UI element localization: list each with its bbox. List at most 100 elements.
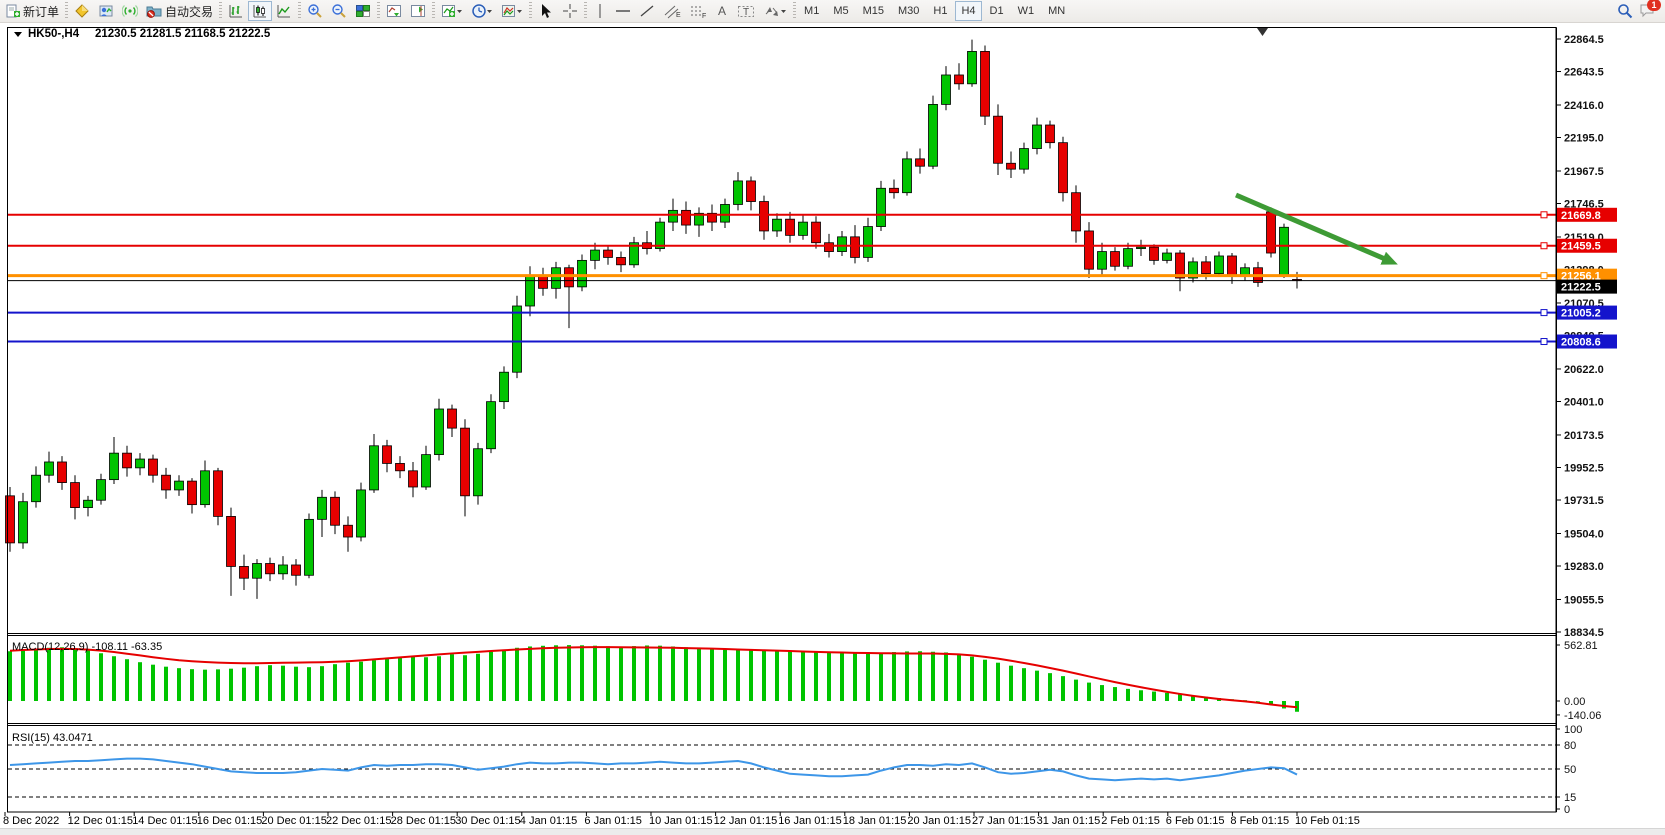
zoom-in-button[interactable] xyxy=(303,1,327,21)
svg-text:19952.5: 19952.5 xyxy=(1564,462,1604,474)
horizontal-line-icon xyxy=(616,10,631,12)
toolbar-handle xyxy=(584,2,588,20)
text-label-icon: T xyxy=(738,6,755,18)
line-chart-icon xyxy=(277,5,291,18)
fibonacci-button[interactable]: F xyxy=(685,1,711,21)
tile-windows-icon xyxy=(356,5,371,17)
search-icon[interactable] xyxy=(1617,3,1633,19)
svg-text:21222.5: 21222.5 xyxy=(1561,282,1601,294)
tile-windows-button[interactable] xyxy=(351,1,375,21)
hline-handle[interactable] xyxy=(1540,242,1548,250)
svg-text:12 Jan 01:15: 12 Jan 01:15 xyxy=(714,815,778,827)
crosshair-button[interactable] xyxy=(558,1,582,21)
svg-text:6 Jan 01:15: 6 Jan 01:15 xyxy=(584,815,642,827)
svg-text:20 Dec 01:15: 20 Dec 01:15 xyxy=(261,815,326,827)
timeframe-button-d1[interactable]: D1 xyxy=(989,5,1004,17)
templates-dropdown[interactable] xyxy=(497,1,527,21)
autotrading-button[interactable]: 自动交易 xyxy=(142,1,217,21)
trendline-icon xyxy=(640,5,654,17)
svg-text:22 Dec 01:15: 22 Dec 01:15 xyxy=(326,815,391,827)
signal-icon xyxy=(122,5,139,17)
timeframe-button-h1[interactable]: H1 xyxy=(933,5,948,17)
svg-text:15: 15 xyxy=(1564,792,1576,804)
text-label-button[interactable]: T xyxy=(733,1,759,21)
toolbar-handle xyxy=(793,2,797,20)
timeframe-button-w1[interactable]: W1 xyxy=(1017,5,1035,17)
chart-shift-button[interactable] xyxy=(406,1,430,21)
toolbar-handle xyxy=(377,2,381,20)
timeframe-button-m15[interactable]: M15 xyxy=(862,5,884,17)
new-chart-icon xyxy=(442,5,463,17)
svg-text:22864.5: 22864.5 xyxy=(1564,34,1604,46)
ohlc-values: 21230.5 21281.5 21168.5 21222.5 xyxy=(95,28,271,40)
svg-text:8 Dec 2022: 8 Dec 2022 xyxy=(3,815,59,827)
new-chart-dropdown[interactable] xyxy=(437,1,467,21)
zoom-out-button[interactable] xyxy=(327,1,351,21)
svg-text:28 Dec 01:15: 28 Dec 01:15 xyxy=(391,815,456,827)
svg-text:0.00: 0.00 xyxy=(1564,696,1585,708)
new-order-label: 新订单 xyxy=(23,4,60,19)
indicator-diamond-icon xyxy=(75,4,89,18)
svg-text:19055.5: 19055.5 xyxy=(1564,594,1604,606)
arrows-dropdown[interactable] xyxy=(759,1,791,21)
svg-text:22643.5: 22643.5 xyxy=(1564,67,1604,79)
chart-shift-marker[interactable] xyxy=(1257,28,1268,36)
trendline-button[interactable] xyxy=(635,1,659,21)
notification-badge: 1 xyxy=(1647,0,1661,11)
svg-text:14 Dec 01:15: 14 Dec 01:15 xyxy=(132,815,197,827)
indicators-button[interactable] xyxy=(70,1,94,21)
vertical-line-button[interactable] xyxy=(589,1,611,21)
candlestick-chart-icon xyxy=(253,5,267,18)
candle-chart-button[interactable] xyxy=(248,1,273,21)
rsi-panel: RSI(15) 43.0471 100 80 50 150 xyxy=(8,724,1582,816)
svg-text:21669.8: 21669.8 xyxy=(1561,210,1601,222)
hline-handle[interactable] xyxy=(1540,338,1548,346)
text-button[interactable]: A xyxy=(711,1,733,21)
svg-text:4 Jan 01:15: 4 Jan 01:15 xyxy=(520,815,578,827)
svg-text:21005.2: 21005.2 xyxy=(1561,308,1601,320)
hline-handle[interactable] xyxy=(1540,309,1548,317)
date-axis[interactable]: 8 Dec 2022 12 Dec 01:15 14 Dec 01:15 16 Dec… xyxy=(3,812,1360,827)
line-chart-button[interactable] xyxy=(272,1,296,21)
svg-text:22416.0: 22416.0 xyxy=(1564,100,1604,112)
hline-objects[interactable] xyxy=(8,211,1556,346)
timeframe-button-m1[interactable]: M1 xyxy=(804,5,820,17)
svg-text:20401.0: 20401.0 xyxy=(1564,396,1604,408)
svg-text:21746.5: 21746.5 xyxy=(1564,199,1604,211)
svg-text:A: A xyxy=(718,4,726,18)
timeframe-button-h4[interactable]: H4 xyxy=(955,1,982,21)
timeframe-button-m5[interactable]: M5 xyxy=(833,5,849,17)
svg-text:10 Feb 01:15: 10 Feb 01:15 xyxy=(1295,815,1360,827)
svg-text:20173.5: 20173.5 xyxy=(1564,430,1604,442)
svg-text:31 Jan 01:15: 31 Jan 01:15 xyxy=(1037,815,1101,827)
auto-scroll-button[interactable] xyxy=(382,1,406,21)
new-order-button[interactable]: 新订单 xyxy=(2,1,63,21)
bar-chart-icon xyxy=(229,5,243,18)
cursor-button[interactable] xyxy=(534,1,558,21)
svg-text:562.81: 562.81 xyxy=(1564,640,1598,652)
signals-button[interactable] xyxy=(118,1,142,21)
periods-dropdown[interactable] xyxy=(467,1,497,21)
toolbar-handle xyxy=(219,2,223,20)
hline-handle[interactable] xyxy=(1540,211,1548,219)
market-watch-button[interactable] xyxy=(94,1,118,21)
arrow-objects-icon xyxy=(765,7,787,16)
arrow-annotation[interactable] xyxy=(1235,192,1398,265)
fibonacci-icon: F xyxy=(691,6,706,19)
svg-text:20622.0: 20622.0 xyxy=(1564,364,1604,376)
auto-scroll-icon xyxy=(387,5,402,17)
price-axis[interactable]: 22864.5 22643.5 22416.0 22195.0 21967.5 21746… xyxy=(1556,34,1617,639)
bar-chart-button[interactable] xyxy=(224,1,248,21)
hline-handle[interactable] xyxy=(1540,272,1548,280)
timeframe-button-m30[interactable]: M30 xyxy=(898,5,920,17)
vertical-line-icon xyxy=(599,4,601,18)
channel-button[interactable]: E xyxy=(659,1,685,21)
market-watch-icon xyxy=(99,5,113,17)
svg-text:-140.06: -140.06 xyxy=(1564,710,1601,722)
horizontal-line-button[interactable] xyxy=(611,1,635,21)
notifications-button[interactable]: 1 xyxy=(1639,0,1661,20)
chart-title: HK50-,H4 21230.5 21281.5 21168.5 21222.5 xyxy=(14,28,271,40)
timeframe-button-mn[interactable]: MN xyxy=(1048,5,1066,17)
